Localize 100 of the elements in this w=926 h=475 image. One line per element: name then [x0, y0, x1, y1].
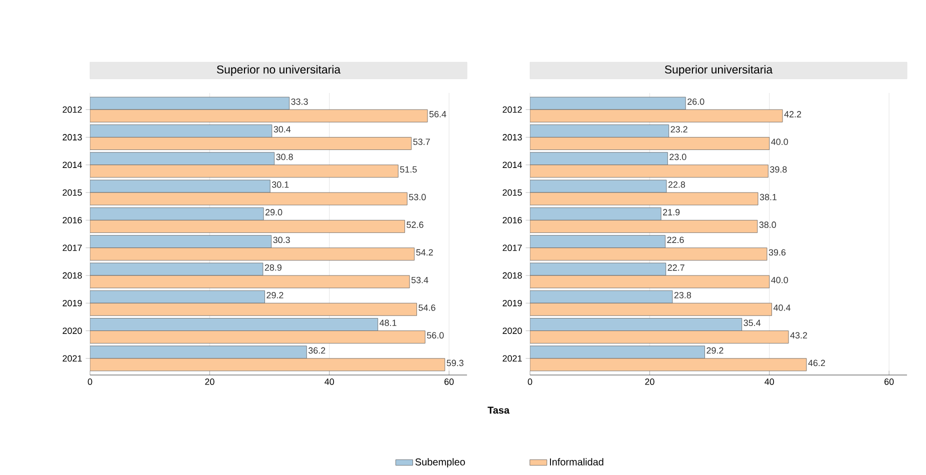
- bar: [90, 290, 265, 304]
- data-label: 42.2: [784, 111, 802, 118]
- data-label: 53.4: [411, 276, 428, 284]
- bar: [530, 152, 668, 166]
- data-label: 22.6: [667, 236, 684, 244]
- data-label: 22.8: [668, 181, 686, 188]
- bar: [90, 318, 378, 331]
- data-label: 59.3: [446, 360, 464, 366]
- data-label: 38.1: [760, 194, 777, 200]
- y-tick-label: 2020: [502, 328, 522, 334]
- bar: [530, 124, 670, 138]
- bar: [530, 302, 772, 316]
- y-tick-label: 2013: [62, 134, 82, 140]
- x-axis-title: Tasa: [488, 406, 510, 414]
- bar: [530, 235, 666, 248]
- bar: [530, 248, 768, 261]
- bar: [530, 358, 807, 372]
- y-tick-label: 2021: [62, 355, 82, 362]
- bar: [90, 248, 415, 261]
- bar: [530, 330, 789, 344]
- data-label: 30.4: [274, 126, 291, 132]
- x-tick-label: 0: [528, 378, 532, 385]
- data-label: 52.6: [406, 222, 424, 228]
- legend-label: Subempleo: [415, 458, 465, 468]
- y-tick-label: 2012: [62, 106, 82, 113]
- y-tick-label: 2015: [502, 189, 522, 196]
- data-label: 54.2: [416, 249, 433, 256]
- bar: [90, 180, 270, 193]
- bar: [530, 164, 768, 178]
- data-label: 29.2: [266, 292, 284, 298]
- bar: [90, 346, 307, 359]
- bar: [530, 137, 770, 150]
- bar: [530, 220, 758, 233]
- bar: [90, 137, 412, 150]
- x-tick-label: 60: [884, 378, 894, 385]
- data-label: 40.4: [773, 304, 790, 311]
- y-tick-label: 2018: [502, 272, 522, 279]
- bar: [530, 346, 705, 359]
- bar: [90, 96, 290, 110]
- bar: [90, 207, 264, 220]
- chart-title: Superior no universitaria: [216, 65, 341, 76]
- data-label: 56.4: [429, 110, 446, 118]
- data-label: 51.5: [400, 166, 417, 173]
- x-tick-label: 60: [444, 378, 454, 385]
- data-label: 43.2: [790, 332, 808, 339]
- bar: [90, 358, 446, 372]
- data-label: 30.3: [273, 236, 290, 244]
- data-label: 56.0: [426, 332, 444, 339]
- data-label: 40.0: [771, 138, 788, 145]
- bar: [90, 262, 264, 276]
- bar: [530, 207, 662, 220]
- data-label: 30.1: [272, 181, 289, 188]
- data-label: 30.8: [276, 154, 293, 160]
- data-label: 38.0: [759, 222, 776, 228]
- data-label: 33.3: [291, 98, 308, 105]
- bar: [90, 330, 426, 344]
- y-tick-label: 2014: [62, 162, 82, 168]
- bar: [530, 96, 686, 110]
- bar: [90, 109, 428, 122]
- bar: [530, 262, 666, 276]
- data-label: 29.0: [266, 209, 282, 216]
- data-label: 22.7: [668, 264, 684, 271]
- data-label: 46.2: [808, 360, 825, 366]
- x-tick-label: 20: [645, 378, 654, 385]
- data-label: 23.0: [670, 154, 686, 160]
- y-tick-label: 2016: [502, 216, 522, 224]
- data-label: 53.7: [413, 138, 430, 145]
- data-label: 29.2: [706, 347, 724, 354]
- y-tick-label: 2016: [62, 216, 82, 224]
- bar: [530, 318, 742, 331]
- chart-title: Superior universitaria: [664, 65, 773, 76]
- x-tick-label: 0: [88, 378, 92, 385]
- y-tick-label: 2014: [502, 162, 522, 168]
- y-tick-label: 2018: [62, 272, 82, 279]
- y-tick-label: 2019: [502, 300, 522, 306]
- legend-label: Informalidad: [550, 458, 604, 466]
- y-tick-label: 2017: [502, 244, 522, 252]
- bar: [90, 220, 405, 233]
- bar: [90, 235, 272, 248]
- bar: [90, 124, 272, 138]
- bar: [90, 275, 410, 288]
- bar: [90, 302, 417, 316]
- bar: [530, 192, 758, 206]
- data-label: 21.9: [663, 209, 680, 216]
- x-tick-label: 20: [205, 378, 214, 385]
- bar: [530, 275, 770, 288]
- data-label: 39.8: [770, 166, 787, 173]
- y-tick-label: 2015: [62, 189, 82, 196]
- data-label: 35.4: [744, 320, 761, 326]
- data-label: 54.6: [418, 304, 436, 311]
- data-label: 23.2: [670, 126, 688, 132]
- bar: [530, 109, 783, 122]
- y-tick-label: 2017: [62, 244, 82, 252]
- bar: [90, 164, 398, 178]
- bar: [90, 152, 275, 166]
- y-tick-label: 2019: [62, 300, 82, 306]
- data-label: 28.9: [264, 264, 282, 271]
- bar: [530, 290, 673, 304]
- data-label: 23.8: [674, 292, 692, 298]
- y-tick-label: 2013: [502, 134, 522, 140]
